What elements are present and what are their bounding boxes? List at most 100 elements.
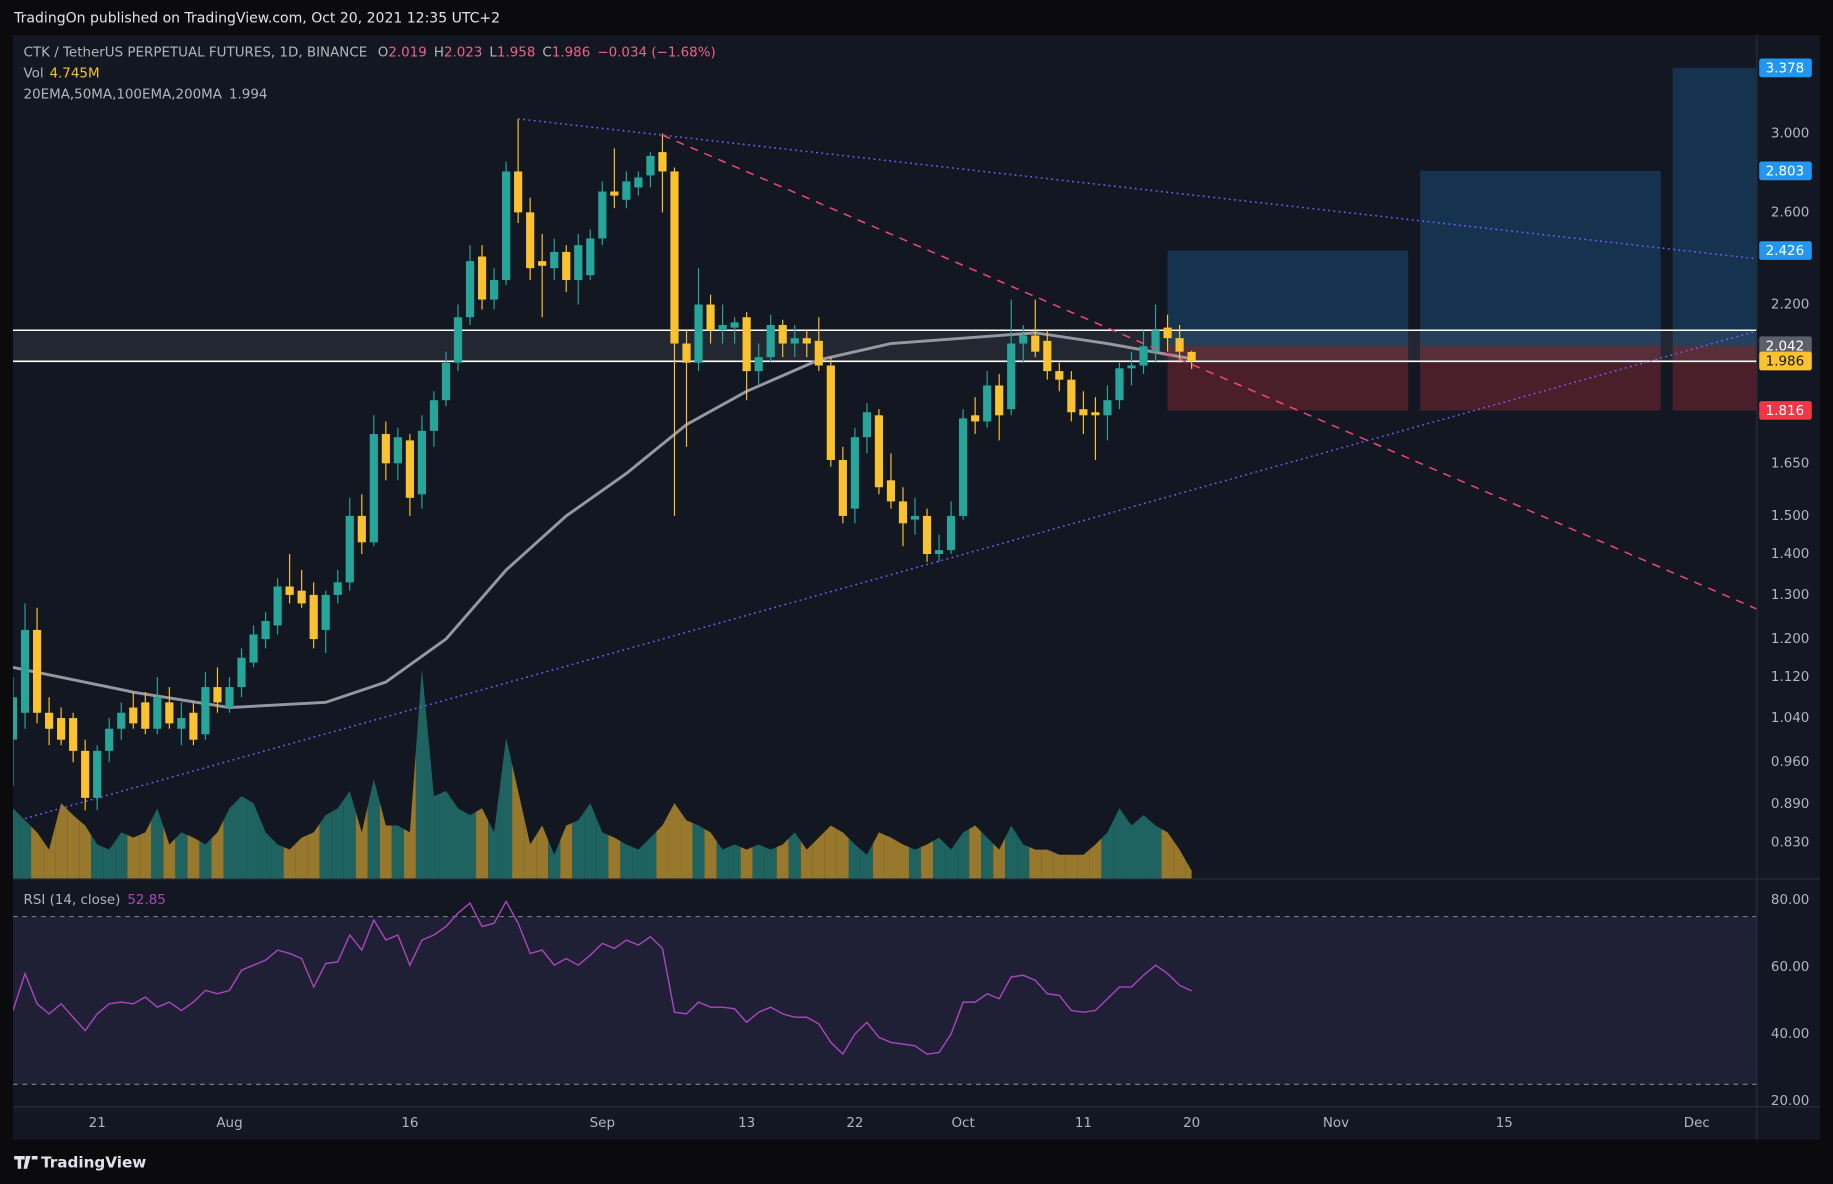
candle-body <box>321 594 330 630</box>
candle-body <box>598 191 607 239</box>
rsi-tick-label: 60.00 <box>1771 960 1809 975</box>
legend-item: 1.994 <box>229 88 267 103</box>
legend-item: 1.958 <box>497 46 535 61</box>
candle-body <box>730 322 739 328</box>
candle-body <box>405 440 414 498</box>
candle-body <box>237 657 246 688</box>
volume-area <box>1005 825 1018 879</box>
legend-item: C <box>542 46 551 61</box>
volume-area <box>1185 860 1192 879</box>
volume-area <box>367 778 380 879</box>
candle-body <box>574 245 583 281</box>
volume-area <box>656 814 669 879</box>
x-tick-label: Oct <box>951 1116 974 1131</box>
candle-body <box>1115 368 1124 401</box>
volume-area <box>163 826 176 879</box>
y-tick-label: 0.830 <box>1771 836 1809 851</box>
volume-area <box>403 750 416 879</box>
volume-area <box>872 832 885 879</box>
volume-area <box>584 803 597 879</box>
trend-line <box>24 330 1757 820</box>
volume-area <box>199 838 212 879</box>
rsi-pane <box>13 899 1757 1085</box>
candle-body <box>441 362 451 401</box>
candle-body <box>1055 371 1064 380</box>
candle-body <box>57 718 66 740</box>
y-tick-label: 3.000 <box>1771 126 1809 141</box>
candle-body <box>959 418 968 516</box>
candle-body <box>622 181 631 200</box>
volume-area <box>1077 849 1090 879</box>
volume-area <box>235 796 248 879</box>
volume-area <box>644 831 657 879</box>
candle-body <box>249 634 258 663</box>
volume-area <box>19 814 32 879</box>
candle-body <box>694 304 703 363</box>
volume-area <box>536 825 549 879</box>
candle-body <box>141 702 150 729</box>
candle-body <box>802 338 811 344</box>
volume-area <box>1101 820 1114 879</box>
volume-area <box>957 828 970 879</box>
volume-area <box>1065 854 1078 879</box>
volume-area <box>800 841 813 879</box>
legend-item: O <box>378 46 389 61</box>
volume-area <box>355 805 368 879</box>
volume-area <box>67 809 80 879</box>
candle-body <box>417 430 427 495</box>
volume-area <box>788 832 801 879</box>
x-tick-label: Nov <box>1323 1116 1349 1131</box>
volume-area <box>187 834 200 879</box>
legend-item: L <box>489 46 497 61</box>
volume-area <box>969 825 982 879</box>
volume-area <box>824 825 837 879</box>
candle-body <box>922 515 932 554</box>
candle-body <box>778 324 787 344</box>
volume-area <box>379 802 392 879</box>
price-tag <box>1759 336 1812 356</box>
price-tag-label: 2.426 <box>1766 244 1804 259</box>
volume-area <box>993 837 1006 879</box>
volume-area <box>139 820 152 879</box>
candle-body <box>117 712 126 729</box>
candle-body <box>489 280 499 300</box>
rsi-tick-label: 40.00 <box>1771 1027 1809 1042</box>
rsi-line <box>13 899 1192 1056</box>
legend-item: −0.034 (−1.68%) <box>597 46 715 61</box>
candle-body <box>13 697 18 740</box>
candle-body <box>177 718 186 729</box>
volume-area <box>488 784 501 879</box>
candle-body <box>910 515 920 520</box>
volume-area <box>175 832 188 879</box>
candle-body <box>297 590 306 604</box>
volume-area <box>1173 841 1186 879</box>
volume-area <box>704 828 717 879</box>
candle-body <box>1175 338 1184 352</box>
x-tick-label: 20 <box>1183 1116 1200 1131</box>
volume-area <box>127 834 140 879</box>
legend-item: 20EMA,50MA,100EMA,200MA <box>24 88 223 103</box>
volume-area <box>415 668 428 879</box>
candle-body <box>453 317 463 363</box>
volume-area <box>1161 828 1174 879</box>
candle-body <box>874 415 884 488</box>
candle-body <box>261 620 270 640</box>
candle-body <box>886 480 896 502</box>
candle-body <box>345 515 354 583</box>
candle-body <box>754 357 763 372</box>
candle-body <box>838 459 847 516</box>
volume-area <box>103 841 116 879</box>
volume-area <box>512 764 525 879</box>
y-tick-label: 1.200 <box>1771 632 1809 647</box>
candle-body <box>586 238 595 276</box>
volume-area <box>1089 838 1102 879</box>
price-tag <box>1759 351 1812 371</box>
volume-area <box>55 803 68 879</box>
legend-item: CTK / TetherUS PERPETUAL FUTURES, 1D, BI… <box>24 46 368 61</box>
candle-body <box>526 212 535 269</box>
volume-area <box>427 732 440 879</box>
volume-area <box>1029 847 1042 879</box>
y-tick-label: 1.120 <box>1771 670 1809 685</box>
volume-area <box>764 847 777 879</box>
legend-item: Vol <box>24 67 44 82</box>
